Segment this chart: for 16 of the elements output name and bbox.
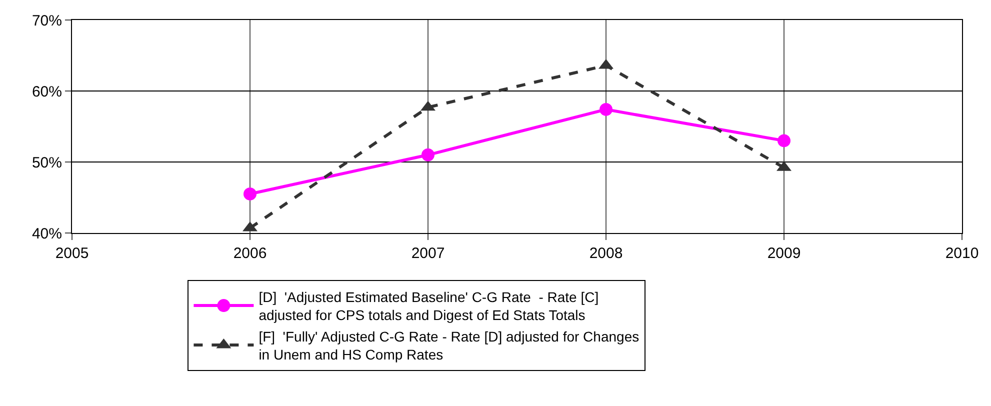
x-tick-label: 2008 xyxy=(589,245,623,262)
x-tick-label: 2005 xyxy=(55,245,89,262)
x-tick-label: 2009 xyxy=(767,245,801,262)
x-tick-label: 2010 xyxy=(945,245,979,262)
point xyxy=(244,187,256,200)
legend-label: [F] 'Fully' Adjusted C-G Rate - Rate [D] adjusted for Changes in Unem and HS Comp Rates xyxy=(258,328,640,363)
y-tick-label: 50% xyxy=(32,154,62,172)
y-tick-label: 60% xyxy=(32,83,62,100)
point xyxy=(778,134,790,148)
y-tick-label: 70% xyxy=(32,12,62,30)
point xyxy=(600,102,612,116)
x-tick-label: 2007 xyxy=(411,245,445,262)
x-tick-label: 2006 xyxy=(233,245,267,262)
legend-label: [D] 'Adjusted Estimated Baseline' C-G Rate - Rate [C] adjusted for CPS totals and Digest of Ed Stats Totals xyxy=(258,288,599,324)
y-tick-label: 40% xyxy=(32,225,62,242)
point xyxy=(422,148,434,162)
